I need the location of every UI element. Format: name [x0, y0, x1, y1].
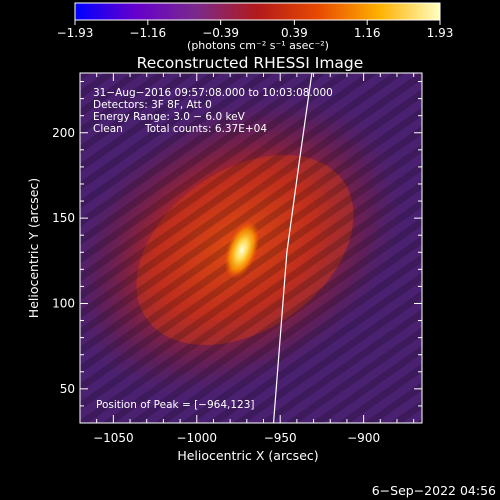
- energy-range-label: Energy Range: 3.0 − 6.0 keV: [93, 111, 246, 123]
- y-axis: 50 100 150 200: [52, 81, 422, 407]
- x-axis-label: Heliocentric X (arcsec): [177, 448, 318, 463]
- emission-peak: [224, 221, 260, 279]
- colorbar-tick-label: −1.93: [57, 26, 94, 40]
- plot-frame: [79, 72, 423, 424]
- chart-title: Reconstructed RHESSI Image: [137, 54, 364, 72]
- x-axis: −1050 −1000 −950 −900: [93, 73, 415, 445]
- colorbar-units: (photons cm⁻² s⁻¹ asec⁻²): [187, 39, 329, 52]
- peak-position-label: Position of Peak = [−964,123]: [96, 399, 255, 411]
- annotations: 31−Aug−2016 09:57:08.000 to 10:03:08.000…: [93, 87, 333, 411]
- total-counts-label: Total counts: 6.37E+04: [144, 123, 267, 135]
- colorbar: [74, 2, 441, 21]
- x-tick-label: −1050: [93, 431, 134, 445]
- detectors-label: Detectors: 3F 8F, Att 0: [93, 99, 212, 111]
- colorbar-tick-label: −0.39: [202, 26, 239, 40]
- x-tick-label: −1000: [176, 431, 217, 445]
- y-tick-label: 100: [52, 296, 75, 310]
- y-axis-label: Heliocentric Y (arcsec): [26, 178, 41, 318]
- colorbar-tick-label: 1.93: [427, 26, 454, 40]
- clean-label: Clean: [93, 123, 123, 135]
- y-tick-label: 200: [52, 126, 75, 140]
- y-tick-label: 150: [52, 211, 75, 225]
- timestamp: 6−Sep−2022 04:56: [372, 483, 496, 498]
- colorbar-ticks: −1.93 −1.16 −0.39 0.39 1.16 1.93: [57, 20, 454, 40]
- time-range-label: 31−Aug−2016 09:57:08.000 to 10:03:08.000: [93, 87, 333, 99]
- image-area: [80, 73, 422, 423]
- colorbar-tick-label: −1.16: [129, 26, 166, 40]
- x-tick-label: −950: [264, 431, 297, 445]
- solar-limb: [272, 73, 313, 423]
- colorbar-tick-label: 0.39: [281, 26, 308, 40]
- colorbar-tick-label: 1.16: [354, 26, 381, 40]
- y-tick-label: 50: [60, 382, 75, 396]
- x-tick-label: −900: [347, 431, 380, 445]
